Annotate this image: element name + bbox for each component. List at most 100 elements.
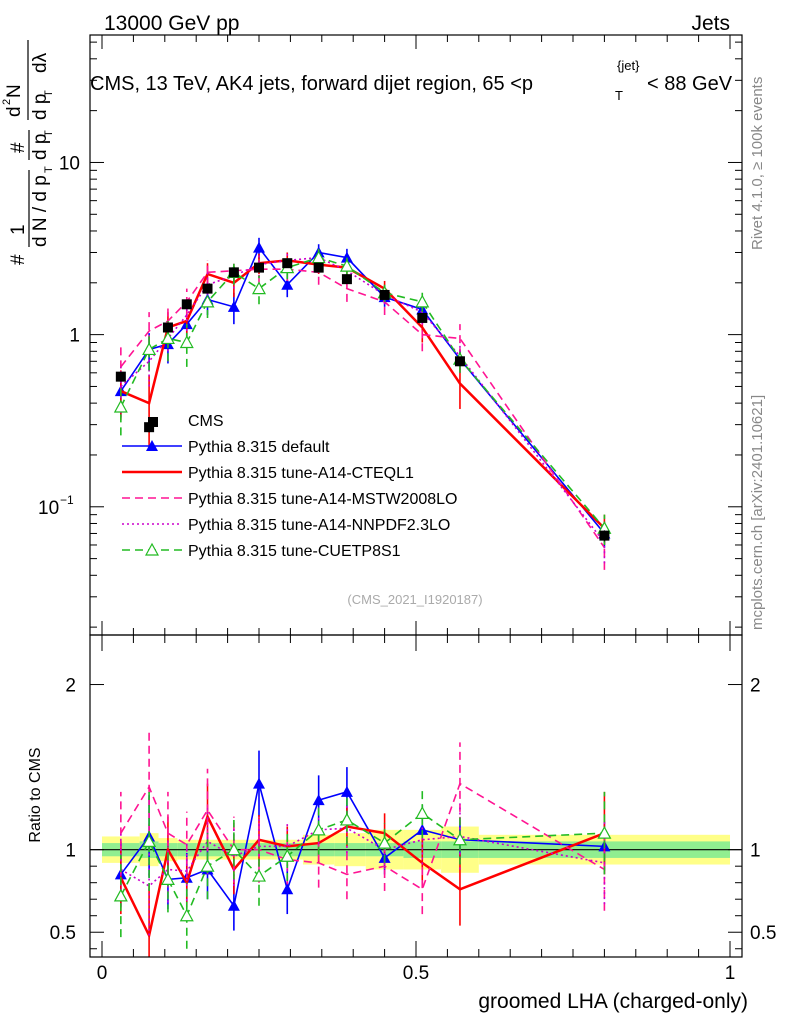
y-tick-label: 10: [59, 153, 80, 174]
x-tick-label: 0.5: [403, 963, 429, 984]
title-superscript: {jet}: [617, 58, 640, 73]
svg-text:T: T: [43, 130, 55, 137]
ratio-point: [251, 868, 267, 882]
ratio-point: [339, 812, 354, 826]
data-point: [181, 299, 192, 310]
svg-text:#: #: [8, 142, 29, 153]
series-line: [120, 259, 606, 530]
svg-text:2: 2: [1, 99, 13, 105]
ratio-ylabel: Ratio to CMS: [27, 747, 44, 842]
data-point: [144, 422, 155, 433]
svg-text:N: N: [4, 84, 25, 98]
data-point: [251, 281, 267, 295]
ratio-point: [227, 899, 240, 911]
svg-text:d p: d p: [30, 94, 51, 120]
title-subscript: T: [615, 88, 623, 103]
data-point: [454, 356, 465, 367]
ratio-point: [253, 777, 265, 789]
mcplots-label: mcplots.cern.ch [arXiv:2401.10621]: [749, 395, 766, 630]
ratio-point: [280, 849, 295, 862]
ratio-plot-panel: 0.5 0.5 1 1 2 2 0 0.5 1 Ratio to CMS groomed LHA…: [27, 634, 776, 1013]
data-point: [115, 371, 126, 382]
x-tick-label: 1: [725, 963, 736, 984]
ratio-point: [340, 785, 353, 797]
y-tick-label: 10: [38, 498, 59, 519]
ratio-point: [226, 842, 241, 856]
legend-label: Pythia 8.315 tune-CUETP8S1: [188, 543, 401, 560]
data-point: [339, 258, 354, 272]
ratio-point: [312, 794, 325, 806]
data-point: [228, 267, 239, 278]
ratio-point: [377, 835, 392, 849]
header-jets: Jets: [691, 12, 730, 35]
data-point: [281, 278, 294, 290]
series-5: [113, 248, 612, 545]
chart-title: CMS, 13 TeV, AK4 jets, forward dijet reg…: [90, 58, 733, 103]
main-ylabel: # 1 d N / d p T # d p T d 2 N d p T dλ: [1, 40, 55, 265]
legend-label: Pythia 8.315 tune-A14-NNPDF2.3LO: [188, 517, 450, 534]
ratio-series-2: [120, 729, 606, 915]
svg-text:d N / d p: d N / d p: [30, 175, 51, 247]
data-point: [313, 262, 324, 273]
data-point: [254, 262, 264, 273]
ratio-point: [179, 908, 194, 922]
ratio-series-4: [113, 788, 612, 949]
analysis-watermark: (CMS_2021_I1920187): [347, 592, 482, 607]
ratio-point: [452, 832, 467, 846]
ratio-point: [281, 883, 294, 895]
ratio-series-3: [120, 803, 606, 936]
ratio-point: [597, 825, 612, 839]
ratio-y-tick-label: 1: [65, 841, 76, 862]
header-energy: 13000 GeV pp: [104, 12, 239, 35]
data-point: [202, 283, 213, 294]
x-axis-label: groomed LHA (charged-only): [478, 990, 748, 1013]
svg-text:T: T: [43, 90, 55, 97]
data-point: [417, 312, 428, 323]
ratio-line: [120, 782, 605, 891]
legend-label: Pythia 8.315 tune-A14-CTEQL1: [188, 465, 414, 482]
data-point: [340, 251, 353, 263]
data-point: [599, 530, 610, 541]
svg-text:dλ: dλ: [30, 52, 51, 73]
ratio-y-tick-label-right: 0.5: [750, 923, 776, 944]
ratio-point: [142, 834, 157, 848]
legend: CMS Pythia 8.315 default Pythia 8.315 tune…: [122, 413, 457, 560]
ratio-line: [120, 827, 605, 887]
data-point: [179, 335, 194, 349]
data-point: [160, 331, 175, 345]
data-point: [200, 294, 215, 308]
rivet-label: Rivet 4.1.0, ≥ 100k events: [749, 77, 766, 250]
title-end: < 88 GeV: [647, 73, 733, 95]
data-point: [162, 322, 173, 333]
y-tick-label: −1: [60, 493, 74, 507]
series-0: [115, 258, 610, 542]
data-point: [227, 300, 240, 312]
ratio-point: [415, 806, 430, 819]
svg-text:d: d: [4, 106, 25, 117]
ratio-frame: [89, 634, 743, 958]
svg-text:d p: d p: [30, 134, 51, 160]
svg-text:T: T: [43, 166, 55, 173]
ratio-point: [113, 888, 128, 902]
ratio-y-tick-label-right: 1: [750, 841, 761, 862]
series-line: [120, 268, 606, 548]
data-point: [253, 241, 265, 253]
svg-text:#: #: [8, 254, 29, 265]
svg-text:1: 1: [8, 224, 29, 235]
legend-marker: [148, 417, 158, 427]
ratio-line: [119, 813, 605, 940]
ratio-y-tick-label-right: 2: [750, 676, 761, 697]
legend-marker: [146, 440, 158, 451]
legend-label: Pythia 8.315 tune-A14-MSTW2008LO: [188, 491, 457, 508]
series-line: [120, 256, 606, 529]
ratio-y-tick-label: 0.5: [50, 923, 76, 944]
ratio-point: [200, 858, 215, 872]
legend-label: CMS: [188, 413, 224, 430]
title-main: CMS, 13 TeV, AK4 jets, forward dijet reg…: [90, 73, 533, 95]
data-point: [415, 294, 430, 308]
data-point: [379, 289, 390, 300]
y-tick-label: 1: [69, 326, 80, 347]
legend-marker: [144, 542, 160, 556]
ratio-point: [311, 822, 326, 836]
